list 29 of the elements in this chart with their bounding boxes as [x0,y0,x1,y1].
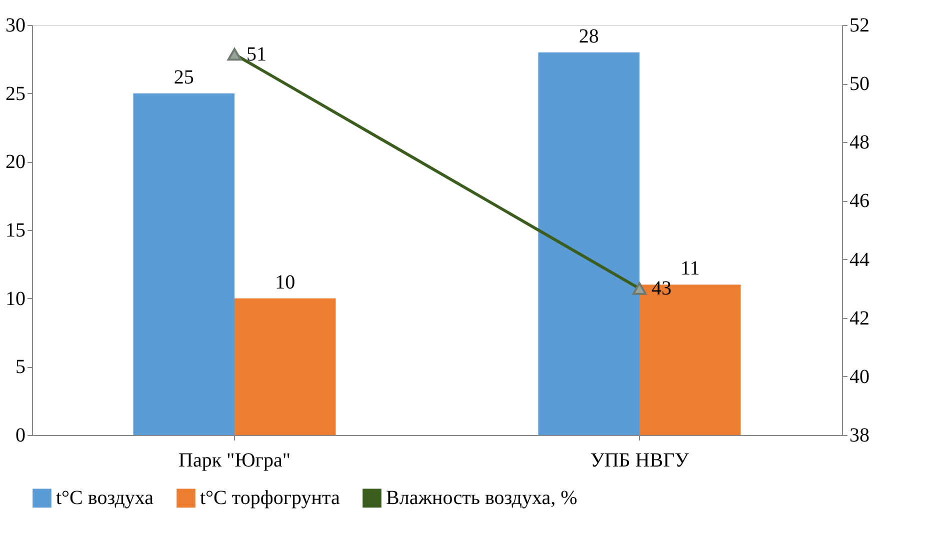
data-label: 51 [246,43,266,66]
y-tick-label: 5 [16,356,26,378]
y2-tick-label: 40 [850,366,870,388]
legend-label: t°C торфогрунта [200,487,340,510]
y2-tick-label: 38 [850,424,870,446]
legend-label: Влажность воздуха, % [386,487,578,510]
data-label: 43 [652,278,672,300]
data-label: 10 [275,271,296,294]
y-tick-label: 20 [6,151,26,174]
x-tick-label: УПБ НВГУ [590,450,690,472]
y2-tick-label: 44 [850,248,870,271]
data-label: 28 [578,25,599,48]
y-tick-label: 15 [6,220,26,242]
y2-tick-label: 50 [850,73,870,96]
x-tick-label: Парк "Югра" [178,450,291,472]
bar [538,52,640,435]
data-label: 11 [680,258,700,280]
bar [133,93,234,435]
legend-label: t°C воздуха [56,487,154,510]
y-tick-label: 10 [6,288,26,310]
y-tick-label: 0 [16,424,26,446]
data-label: 25 [174,66,194,88]
y-tick-label: 25 [6,82,26,105]
y2-tick-label: 46 [850,190,870,212]
bar [234,298,336,435]
y-tick-label: 30 [6,14,26,36]
y2-tick-label: 52 [850,14,870,36]
y2-tick-label: 42 [850,307,870,330]
y2-tick-label: 48 [850,132,870,154]
